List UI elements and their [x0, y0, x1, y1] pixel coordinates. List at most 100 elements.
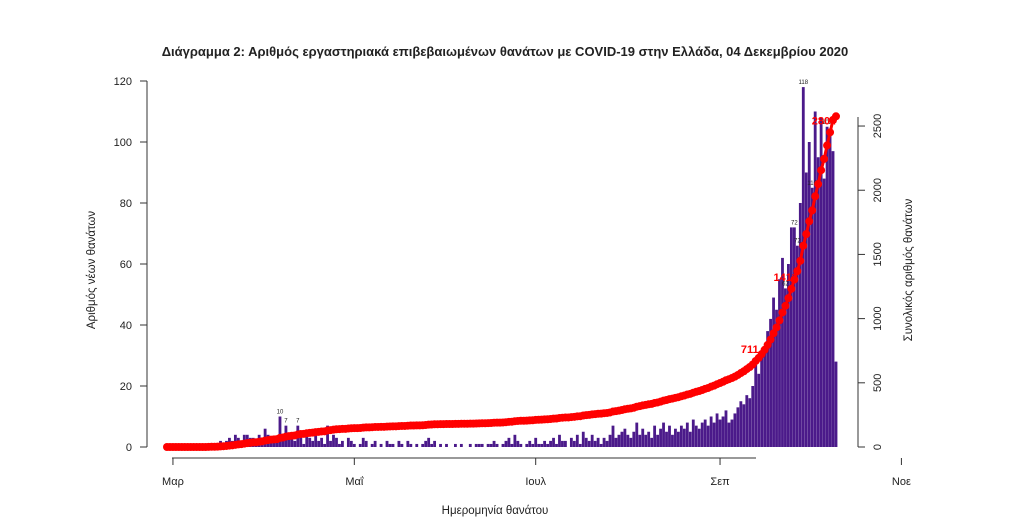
bar	[495, 443, 499, 447]
bar	[370, 443, 374, 447]
bar	[480, 443, 484, 447]
bar	[477, 443, 481, 447]
bar	[415, 443, 419, 447]
cumulative-point	[796, 256, 805, 265]
bar	[391, 443, 395, 447]
bar	[552, 437, 555, 447]
bar	[724, 410, 728, 447]
bar	[816, 157, 820, 447]
bar	[629, 437, 633, 447]
y-ticks-right: 0 500 1000 1500 2000 2500	[858, 114, 884, 450]
bar	[781, 257, 784, 447]
cumulative-point	[832, 112, 840, 121]
bar	[825, 126, 829, 447]
bar	[421, 443, 425, 447]
bar	[804, 172, 808, 447]
bar	[549, 440, 552, 447]
bar	[691, 419, 695, 447]
bar	[715, 413, 719, 447]
bar	[730, 419, 734, 447]
bar	[439, 443, 442, 447]
bar	[617, 434, 621, 447]
bar	[635, 422, 639, 447]
y-tick-label: 120	[114, 76, 132, 88]
bar	[819, 117, 823, 447]
bar	[581, 431, 585, 447]
bar	[834, 361, 838, 447]
bar	[668, 425, 671, 447]
bar	[807, 142, 811, 447]
bar	[697, 428, 701, 447]
y-tick-label: 40	[120, 320, 132, 332]
bar	[677, 431, 680, 447]
bar	[558, 434, 561, 447]
bar-value-label: 7	[284, 419, 288, 425]
bar	[519, 443, 523, 447]
cumulative-point	[778, 308, 787, 317]
bar	[727, 422, 731, 447]
bar	[302, 443, 306, 447]
bar	[813, 111, 817, 447]
bar	[650, 437, 654, 447]
y2-tick-label: 2500	[872, 114, 884, 138]
cumulative-point	[766, 335, 775, 344]
cumulative-annotation: 1411	[773, 272, 797, 284]
cumulative-point	[802, 230, 811, 239]
y-tick-label: 60	[120, 259, 132, 271]
x-tick-label: Μαΐ	[345, 476, 364, 488]
bar	[358, 443, 362, 447]
bar	[278, 416, 282, 447]
bar	[709, 416, 713, 447]
bar	[712, 422, 716, 447]
bar	[801, 87, 805, 447]
bar	[528, 440, 532, 447]
bar	[400, 443, 404, 447]
cumulative-point	[784, 294, 793, 303]
bar	[281, 437, 285, 447]
bar	[602, 437, 606, 447]
bar	[373, 440, 377, 447]
bar	[798, 203, 802, 447]
y2-tick-label: 500	[872, 374, 884, 392]
bar	[605, 440, 609, 447]
bar	[674, 428, 677, 447]
bar	[323, 443, 326, 447]
bar	[763, 346, 767, 447]
x-ticks: Μαρ Μαΐ Ιουλ Σεπ Νοε	[162, 458, 911, 488]
bar	[614, 437, 618, 447]
bar	[320, 437, 324, 447]
bar	[662, 422, 665, 447]
bar	[555, 443, 558, 447]
bar	[784, 288, 787, 447]
bar	[623, 428, 627, 447]
bar	[311, 440, 315, 447]
bar	[486, 443, 490, 447]
bar	[361, 437, 365, 447]
bar	[679, 425, 683, 447]
bar	[513, 434, 517, 447]
chart-title: Διάγραμμα 2: Αριθμός εργαστηριακά επιβεβ…	[162, 44, 849, 59]
bar	[706, 425, 710, 447]
bar	[656, 434, 660, 447]
bar	[757, 373, 761, 447]
bar	[338, 443, 341, 447]
bar	[293, 440, 297, 447]
y-axis-label-left: Αριθμός νέων θανάτων	[86, 211, 98, 330]
bar	[341, 440, 344, 447]
bar	[611, 425, 615, 447]
bar	[385, 440, 389, 447]
y-tick-label: 100	[114, 137, 132, 149]
bar-value-label: 102	[822, 120, 833, 126]
bar	[326, 425, 329, 447]
bar	[433, 440, 437, 447]
bar	[468, 443, 472, 447]
bar	[489, 443, 493, 447]
bar	[516, 440, 520, 447]
bar	[760, 355, 764, 447]
bar	[454, 443, 457, 447]
cumulative-annotation: 711	[741, 344, 759, 356]
bar	[364, 440, 368, 447]
bar	[733, 413, 737, 447]
cumulative-point	[814, 180, 823, 189]
